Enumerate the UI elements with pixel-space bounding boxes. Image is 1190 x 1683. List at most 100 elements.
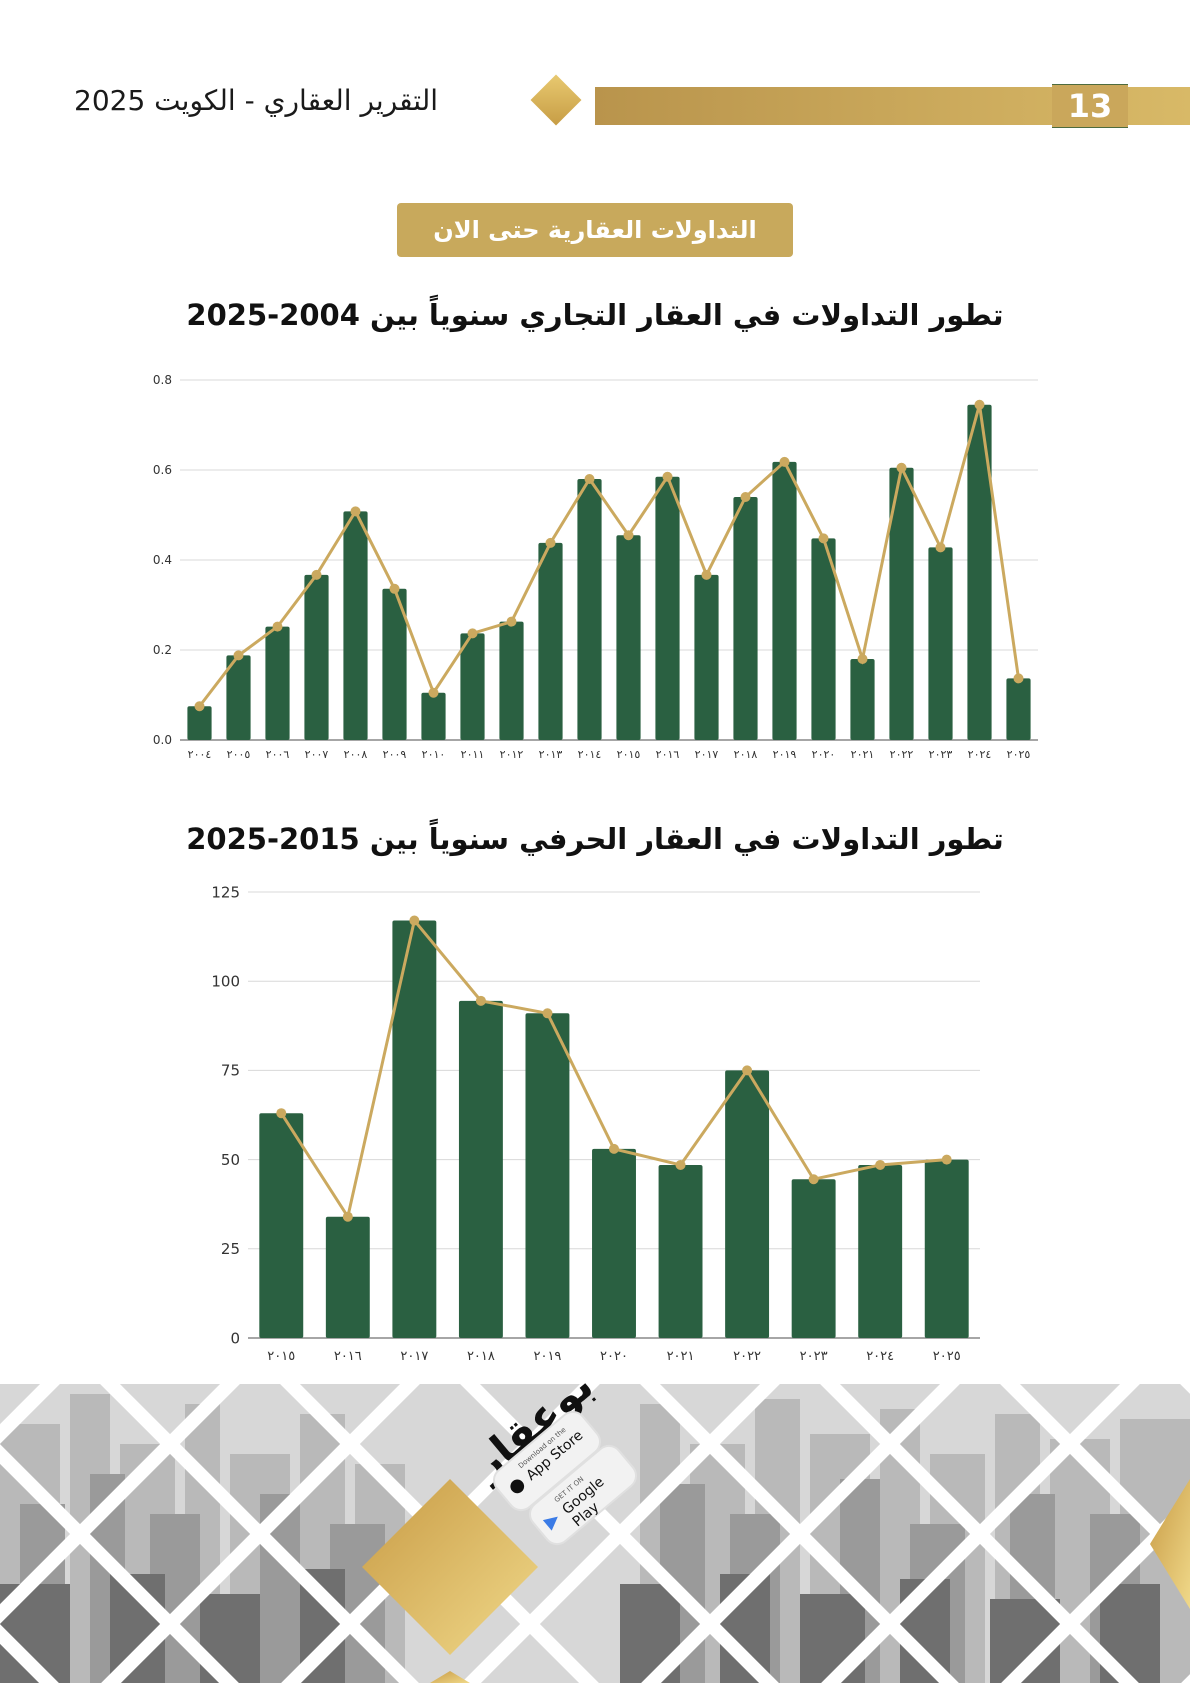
x-tick-label: ٢٠١٩: [533, 1349, 561, 1364]
line-point: [896, 462, 907, 473]
bar: [858, 1164, 903, 1338]
bar: [460, 633, 485, 740]
line-point: [941, 1154, 952, 1165]
line-point: [311, 569, 322, 580]
x-tick-label: ٢٠٢٠: [600, 1349, 628, 1364]
chart-title-craft: تطور التداولات في العقار الحرفي سنوياً ب…: [186, 822, 1004, 856]
line-point: [623, 530, 634, 541]
x-tick-label: ٢٠٠٦: [266, 748, 290, 761]
y-tick-label: 0.8: [153, 373, 172, 387]
bar: [725, 1070, 770, 1338]
line-point: [675, 1159, 686, 1170]
x-tick-label: ٢٠٢٢: [733, 1349, 761, 1364]
line-point: [233, 650, 244, 661]
x-tick-label: ٢٠١٩: [773, 748, 797, 761]
y-tick-label: 0.6: [153, 463, 172, 477]
bar: [928, 547, 953, 740]
bar: [538, 542, 563, 740]
bar: [694, 574, 719, 740]
commercial-trading-chart: 0.0 0.2 0.4 0.6 0.8 ٢٠٠٤ ٢٠٠٥ ٢٠٠٦ ٢٠٠٧ ٢٠٠٨ ٢٠٠٩ ٢…: [153, 373, 1038, 761]
bar: [187, 706, 212, 740]
line-point: [875, 1159, 886, 1170]
line-point: [350, 506, 361, 517]
line-point: [740, 492, 751, 502]
x-tick-label: ٢٠٢٢: [890, 748, 914, 761]
x-tick-label: ٢٠٠٤: [188, 748, 212, 761]
bar: [325, 1216, 370, 1338]
bar: [733, 497, 758, 740]
line-point: [701, 569, 712, 580]
y-tick-label: 50: [221, 1151, 240, 1169]
line-point: [584, 474, 595, 484]
bar: [392, 920, 437, 1338]
bar: [577, 479, 602, 740]
bar: [1006, 678, 1031, 740]
bar: [889, 467, 914, 740]
series-line: [198, 404, 1020, 708]
x-tick-label: ٢٠٢٣: [929, 748, 953, 761]
line-point: [857, 654, 868, 664]
bar: [382, 588, 407, 740]
line-point: [276, 1108, 287, 1119]
x-tick-label: ٢٠٠٨: [344, 748, 368, 761]
y-tick-label: 75: [221, 1062, 240, 1080]
x-tick-label: ٢٠١٤: [578, 748, 602, 761]
y-tick-label: 0.4: [153, 553, 172, 567]
bar: [811, 538, 836, 740]
bar: [616, 535, 641, 740]
x-tick-label: ٢٠١٨: [467, 1349, 495, 1364]
bar: [259, 1113, 304, 1338]
line-point: [974, 399, 985, 410]
line-point: [742, 1065, 753, 1076]
bar: [343, 511, 368, 740]
bar: [924, 1159, 969, 1338]
line-point: [389, 583, 400, 594]
x-tick-label: ٢٠١٦: [334, 1349, 362, 1364]
bar: [499, 621, 524, 740]
bar: [304, 574, 329, 740]
x-tick-label: ٢٠١٦: [656, 748, 680, 761]
line-point: [428, 687, 439, 698]
x-tick-label: ٢٠١٥: [617, 748, 641, 761]
bar: [850, 659, 875, 740]
x-tick-label: ٢٠٠٩: [383, 748, 407, 761]
line-point: [506, 616, 517, 627]
line-point: [467, 628, 478, 639]
page-number: 13: [1052, 84, 1128, 128]
line-point: [342, 1211, 353, 1222]
line-point: [542, 1008, 553, 1019]
craft-trading-chart: 0 25 50 75 100 125 ٢٠١٥ ٢٠١٦ ٢٠١٧ ٢٠١٨ ٢٠١٩ ٢٠٢٠ ٢٠٢…: [211, 883, 980, 1364]
line-point: [194, 701, 205, 712]
x-tick-label: ٢٠٢٣: [800, 1349, 828, 1364]
x-tick-label: ٢٠١١: [461, 748, 485, 761]
x-tick-label: ٢٠١٧: [400, 1349, 428, 1364]
skyline-pattern: [0, 1384, 1190, 1683]
section-badge: التداولات العقارية حتى الان: [397, 203, 793, 257]
x-tick-label: ٢٠٢١: [667, 1349, 695, 1364]
y-tick-label: 0: [230, 1329, 240, 1347]
bar: [525, 1013, 570, 1338]
x-tick-label: ٢٠١٣: [539, 748, 563, 761]
bar: [967, 404, 992, 740]
line-point: [808, 1174, 819, 1185]
x-tick-label: ٢٠٢٤: [968, 748, 992, 761]
x-tick-label: ٢٠٠٧: [305, 748, 329, 761]
x-tick-label: ٢٠٢٥: [933, 1349, 961, 1364]
bar: [421, 692, 446, 740]
y-tick-label: 125: [211, 883, 240, 901]
line-point: [409, 915, 420, 926]
footer-skyline: [0, 1384, 1190, 1683]
y-tick-label: 100: [211, 972, 240, 990]
chart-title-commercial: تطور التداولات في العقار التجاري سنوياً …: [186, 298, 1004, 332]
bar: [658, 1164, 703, 1338]
x-tick-label: ٢٠١٧: [695, 748, 719, 761]
x-tick-label: ٢٠١٢: [500, 748, 524, 761]
bar: [458, 1000, 503, 1338]
line-point: [475, 995, 486, 1006]
line-point: [545, 537, 556, 548]
line-point: [662, 471, 673, 482]
x-tick-label: ٢٠٢٤: [866, 1349, 894, 1364]
y-tick-label: 0.0: [153, 733, 172, 747]
x-tick-label: ٢٠٢٥: [1007, 748, 1031, 761]
x-tick-label: ٢٠١٥: [267, 1349, 295, 1364]
